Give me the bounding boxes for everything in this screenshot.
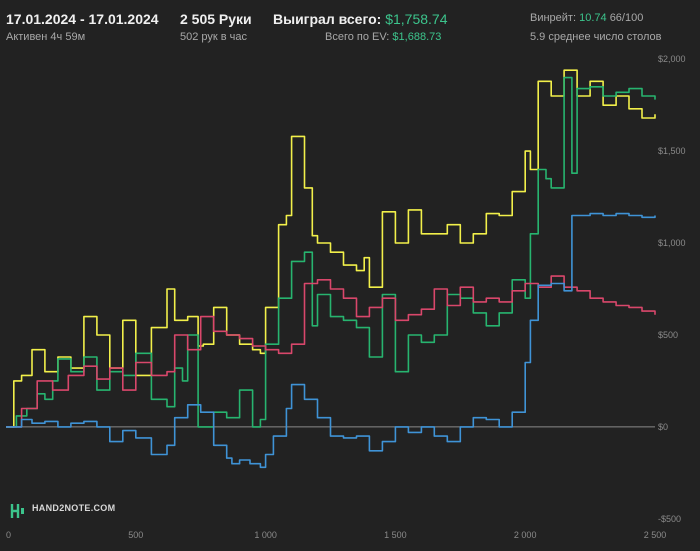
hand2note-logo-icon	[10, 504, 24, 518]
winrate-value: 10.74	[579, 12, 607, 24]
ev-total: Всего по EV: $1,688.73	[325, 31, 441, 43]
series-line-yellow	[6, 69, 656, 428]
y-tick-label: $2,000	[658, 54, 686, 64]
won-total: Выиграл всего: $1,758.74	[273, 11, 448, 27]
x-tick-label: 0	[6, 530, 11, 540]
brand-name: HAND2NOTE.COM	[32, 503, 116, 513]
winrate: Винрейт: 10.74 66/100	[530, 12, 643, 24]
ev-value: $1,688.73	[392, 31, 442, 43]
y-tick-label: $1,500	[658, 146, 686, 156]
y-tick-label: $500	[658, 330, 678, 340]
x-tick-label: 500	[128, 530, 143, 540]
x-tick-label: 1 500	[384, 530, 407, 540]
winrate-suffix: 66/100	[609, 12, 644, 24]
x-tick-label: 1 000	[254, 530, 277, 540]
y-tick-label: $0	[658, 422, 668, 432]
x-tick-label: 2 500	[644, 530, 667, 540]
won-label: Выиграл всего:	[273, 11, 382, 27]
x-tick-label: 2 000	[514, 530, 537, 540]
y-tick-label: $1,000	[658, 238, 686, 248]
winrate-label: Винрейт:	[530, 12, 577, 24]
summary-header: 17.01.2024 - 17.01.2024 Активен 4ч 59м 2…	[0, 0, 700, 50]
profit-chart: -$500 $0 $500 $1,000 $1,500 $2,000 0 500 1 000 1 …	[6, 54, 686, 540]
y-tick-label: -$500	[658, 514, 681, 524]
series-line-blue	[6, 212, 656, 469]
hands-count: 2 505 Руки	[180, 11, 252, 27]
date-range: 17.01.2024 - 17.01.2024	[6, 11, 159, 27]
active-time: Активен 4ч 59м	[6, 31, 86, 43]
series-line-green	[6, 76, 656, 428]
avg-tables: 5.9 среднее число столов	[530, 31, 662, 43]
ev-label: Всего по EV:	[325, 31, 390, 43]
hands-per-hour: 502 рук в час	[180, 31, 248, 43]
series-line-red	[6, 275, 656, 428]
won-value: $1,758.74	[385, 11, 448, 27]
